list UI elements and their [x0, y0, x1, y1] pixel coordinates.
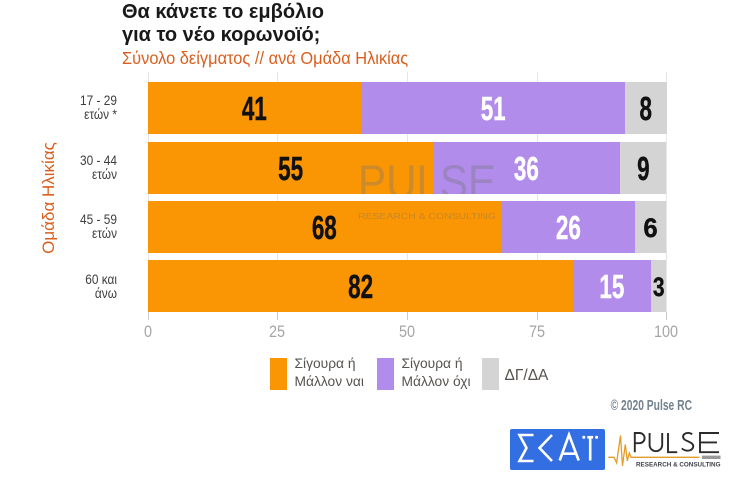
svg-text:RESEARCH & CONSULTING: RESEARCH & CONSULTING	[358, 211, 496, 221]
svg-text:RESEARCH & CONSULTING: RESEARCH & CONSULTING	[636, 462, 721, 468]
